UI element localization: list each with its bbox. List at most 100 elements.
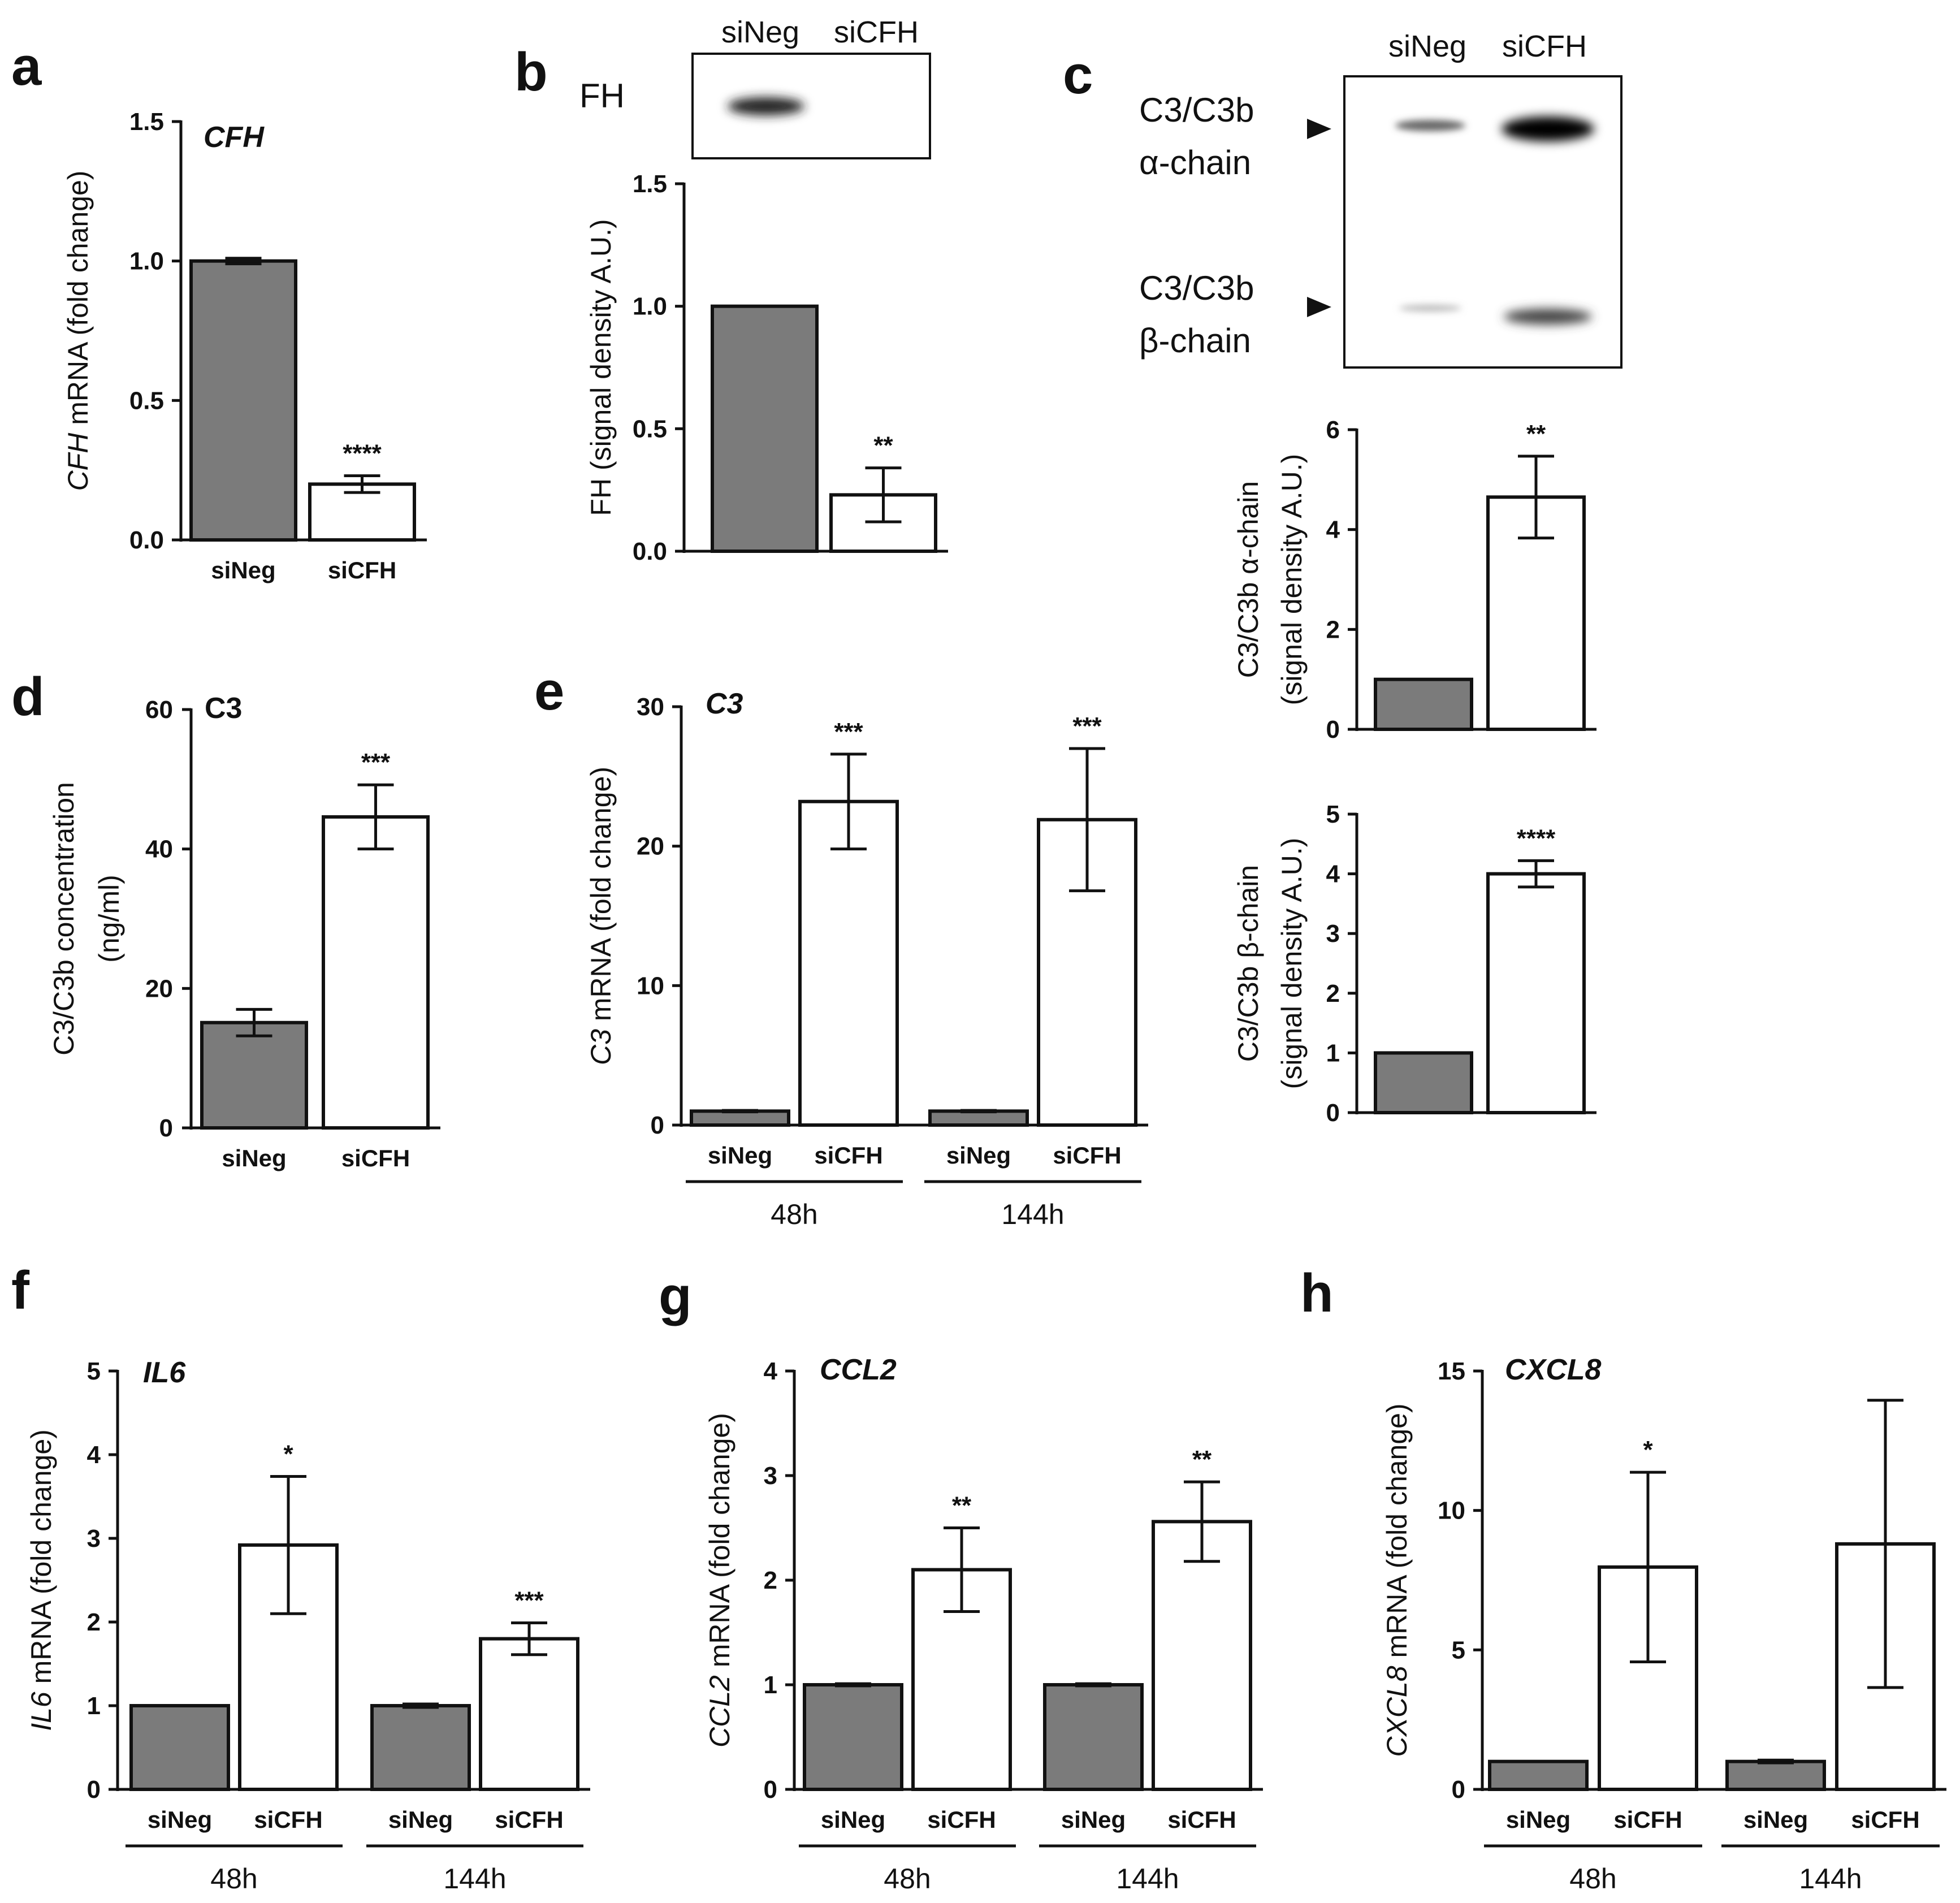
bar-d-0	[200, 1020, 308, 1130]
category-label-e-2: siNeg	[946, 1142, 1011, 1169]
panel-label-c: c	[1063, 45, 1093, 105]
y-axis-label-a: CFH mRNA (fold change)	[62, 171, 94, 491]
blot-c-alpha-arrow	[1307, 119, 1331, 139]
y-tick-label-b-2: 1.0	[633, 293, 667, 321]
significance-f-3: ***	[514, 1586, 544, 1614]
y-axis-label-part-a-1: mRNA (fold change)	[62, 171, 94, 433]
bar-e-1	[798, 799, 899, 1127]
y-tick-label-h-3: 15	[1438, 1357, 1465, 1385]
y-tick-label-c_beta-4: 4	[1326, 860, 1340, 888]
panel-label-b: b	[514, 42, 548, 102]
significance-g-1: **	[952, 1492, 972, 1520]
category-label-g-1: siCFH	[927, 1806, 996, 1833]
chart-c-alpha: ** 0 2 4 6 C3/C3b α-chain (signal density A.U.…	[1232, 416, 1596, 743]
panel-label-h: h	[1300, 1263, 1334, 1324]
y-tick-label-e-2: 20	[637, 833, 664, 860]
group-label-h-1: 144h	[1799, 1863, 1862, 1895]
category-label-f-1: siCFH	[254, 1806, 322, 1833]
y-axis-label-part-e-1: mRNA (fold change)	[585, 767, 617, 1029]
y-tick-label-a-2: 1.0	[129, 248, 164, 275]
chart-b: ** 0.0 0.5 1.0 1.5 FH (signal density A.U.)	[585, 170, 948, 565]
category-label-e-3: siCFH	[1053, 1142, 1121, 1169]
y-tick-label-h-1: 5	[1452, 1636, 1465, 1664]
significance-e-1: ***	[834, 718, 863, 746]
y-axis-label-2-c_alpha: (signal density A.U.)	[1276, 454, 1308, 706]
blot-b-lane-1: siNeg	[721, 15, 799, 49]
y-tick-label-g-2: 2	[764, 1567, 777, 1594]
bar-c_alpha-0	[1374, 677, 1473, 731]
y-tick-label-b-0: 0.0	[633, 538, 667, 565]
blot-b-lane-2: siCFH	[834, 15, 919, 49]
category-label-d-0: siNeg	[222, 1145, 286, 1171]
y-tick-label-c_alpha-1: 2	[1326, 616, 1340, 643]
bar-g-0	[803, 1683, 903, 1791]
y-tick-label-a-3: 1.5	[129, 108, 164, 136]
y-axis-label-e: C3 mRNA (fold change)	[585, 767, 617, 1065]
chart-title-g: CCL2	[820, 1353, 897, 1386]
y-axis-label-part-f-0: IL6	[25, 1692, 57, 1731]
blot-c-alpha-label-2: α-chain	[1139, 144, 1251, 181]
category-label-g-0: siNeg	[821, 1806, 885, 1833]
y-tick-label-c_alpha-0: 0	[1326, 716, 1340, 743]
blot-c-band-beta-siNeg	[1399, 305, 1461, 312]
y-tick-label-a-1: 0.5	[129, 387, 164, 414]
y-tick-label-f-4: 4	[87, 1441, 101, 1469]
y-tick-label-d-1: 20	[145, 975, 173, 1002]
blot-c-alpha-label-1: C3/C3b	[1139, 91, 1254, 129]
y-tick-label-c_beta-3: 3	[1326, 920, 1340, 948]
significance-c_beta-1: ****	[1517, 824, 1556, 852]
y-tick-label-f-5: 5	[87, 1357, 101, 1385]
significance-d-1: ***	[361, 749, 391, 776]
y-tick-label-f-1: 1	[87, 1692, 101, 1720]
significance-g-3: **	[1192, 1446, 1212, 1473]
bar-b-0	[711, 304, 819, 553]
category-label-e-0: siNeg	[708, 1142, 772, 1169]
blot-b-band-fh	[728, 97, 804, 115]
group-label-g-1: 144h	[1116, 1863, 1179, 1895]
y-axis-label-part-f-1: mRNA (fold change)	[25, 1429, 57, 1692]
category-label-d-1: siCFH	[341, 1145, 410, 1171]
group-label-e-1: 144h	[1001, 1199, 1064, 1230]
group-label-g-0: 48h	[884, 1863, 931, 1895]
y-axis-label-part-e-0: C3	[585, 1029, 617, 1065]
y-axis-label-c_alpha: C3/C3b α-chain	[1232, 481, 1264, 678]
y-axis-label-part-b-0: FH (signal density A.U.)	[585, 219, 617, 516]
significance-b-1: **	[873, 432, 893, 460]
category-label-h-0: siNeg	[1506, 1806, 1570, 1833]
blot-c-lane-2: siCFH	[1502, 29, 1587, 63]
blot-c-beta-label-1: C3/C3b	[1139, 269, 1254, 307]
y-tick-label-g-4: 4	[764, 1357, 778, 1385]
y-tick-label-f-0: 0	[87, 1776, 101, 1803]
bar-h-0	[1488, 1759, 1589, 1792]
chart-a: **** 0.0 0.5 1.0 1.5 siNeg siCFH CFH mRNA (fold…	[62, 108, 427, 583]
blot-c-band-alpha-siCFH	[1502, 116, 1594, 141]
group-label-e-0: 48h	[771, 1199, 817, 1230]
significance-h-1: *	[1643, 1436, 1653, 1464]
group-label-f-1: 144h	[443, 1863, 506, 1895]
category-label-f-0: siNeg	[148, 1806, 212, 1833]
blot-c-band-alpha-siNeg	[1395, 120, 1465, 131]
y-axis-label-f: IL6 mRNA (fold change)	[25, 1429, 57, 1731]
y-tick-label-c_beta-5: 5	[1326, 801, 1340, 828]
y-axis-label-part-a-0: CFH	[62, 432, 94, 491]
y-tick-label-f-2: 2	[87, 1608, 101, 1636]
y-tick-label-c_beta-1: 1	[1326, 1039, 1340, 1067]
chart-h: * 0 5 10 15 siNeg siCFH siNeg siCFH 48h 144h CXCL8 …	[1381, 1353, 1946, 1895]
y-tick-label-g-3: 3	[764, 1462, 777, 1490]
group-label-f-0: 48h	[210, 1863, 257, 1895]
bar-c_beta-0	[1374, 1051, 1473, 1115]
category-label-e-1: siCFH	[814, 1142, 882, 1169]
y-axis-label-g: CCL2 mRNA (fold change)	[704, 1413, 735, 1748]
category-label-a-1: siCFH	[328, 557, 396, 583]
y-tick-label-c_alpha-2: 4	[1326, 516, 1340, 544]
bar-d-1	[322, 815, 430, 1130]
blot-c-beta-arrow	[1307, 297, 1331, 317]
y-axis-label-part-g-0: CCL2	[704, 1675, 735, 1748]
bar-g-2	[1043, 1683, 1144, 1791]
panel-label-a: a	[11, 36, 42, 97]
blot-b: FH siNeg siCFH	[579, 15, 931, 159]
chart-c-beta: **** 0 1 2 3 4 5 C3/C3b β-chain (signal density …	[1232, 801, 1596, 1127]
group-label-h-0: 48h	[1569, 1863, 1616, 1895]
